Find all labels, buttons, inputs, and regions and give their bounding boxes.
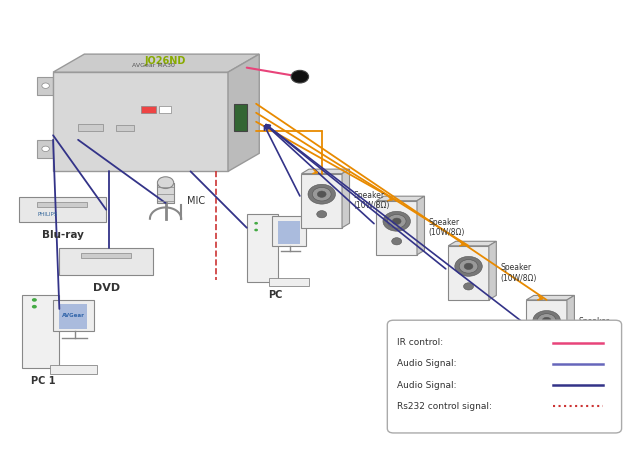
Text: MIC: MIC [188,196,206,206]
Bar [158,183,174,203]
Bar [38,77,53,95]
Polygon shape [376,196,424,201]
Polygon shape [53,72,228,171]
Circle shape [464,283,474,290]
Circle shape [533,311,561,331]
Bar [38,140,53,158]
Circle shape [388,215,406,228]
Circle shape [464,263,473,270]
Circle shape [291,70,309,83]
Text: DVD: DVD [92,283,120,293]
Polygon shape [53,54,259,72]
Circle shape [42,146,49,152]
Circle shape [542,337,552,344]
Circle shape [538,314,556,327]
Bar [81,253,131,258]
Circle shape [32,298,37,302]
Bar [59,248,153,275]
Text: AVGear MA30: AVGear MA30 [132,63,174,68]
Bar [247,214,278,282]
Circle shape [317,211,327,218]
Text: PC: PC [268,290,282,300]
Bar [50,365,97,374]
Bar [19,197,106,222]
Text: Speaker
(10W/8Ω): Speaker (10W/8Ω) [500,263,536,283]
Circle shape [254,229,258,231]
Circle shape [254,222,258,225]
FancyBboxPatch shape [388,320,622,433]
Circle shape [42,83,49,88]
Bar [141,106,156,113]
Circle shape [312,188,331,201]
Bar [22,295,59,368]
Text: Blu-ray: Blu-ray [41,230,83,240]
Circle shape [542,318,551,324]
Bar [278,221,300,244]
Polygon shape [567,295,574,354]
Bar [116,125,134,131]
Bar [159,106,171,113]
Circle shape [308,184,336,204]
Text: Speaker
(10W/8Ω): Speaker (10W/8Ω) [428,218,464,238]
Polygon shape [417,196,424,255]
Polygon shape [448,241,496,246]
Polygon shape [301,169,349,174]
Text: Audio Signal:: Audio Signal: [397,359,456,368]
Polygon shape [301,174,342,228]
Text: JO26ND: JO26ND [145,56,186,66]
Text: AVGear: AVGear [62,313,84,318]
Text: IR control:: IR control: [397,338,443,347]
Text: PC 1: PC 1 [31,376,56,386]
Bar [53,300,94,331]
Bar [38,202,88,207]
Polygon shape [376,201,417,255]
Polygon shape [526,300,567,354]
Polygon shape [448,246,489,300]
Circle shape [459,260,478,273]
Circle shape [455,257,482,276]
Circle shape [392,238,402,245]
Polygon shape [526,295,574,300]
Circle shape [392,218,401,225]
Text: Speaker
(10W/8Ω): Speaker (10W/8Ω) [578,317,614,337]
Circle shape [158,177,174,189]
Circle shape [32,305,37,308]
Text: Speaker
(10W/8Ω): Speaker (10W/8Ω) [353,191,389,211]
Bar [272,216,306,246]
Text: Audio Signal:: Audio Signal: [397,381,456,390]
Text: Rs232 control signal:: Rs232 control signal: [397,402,492,411]
Polygon shape [342,169,349,228]
Bar [234,104,247,131]
Polygon shape [228,54,259,171]
Circle shape [383,212,411,231]
Bar [59,304,88,329]
Text: PHILIPS: PHILIPS [38,212,58,217]
Bar [269,278,309,286]
Circle shape [318,191,326,198]
Bar [78,124,103,131]
Polygon shape [489,241,496,300]
